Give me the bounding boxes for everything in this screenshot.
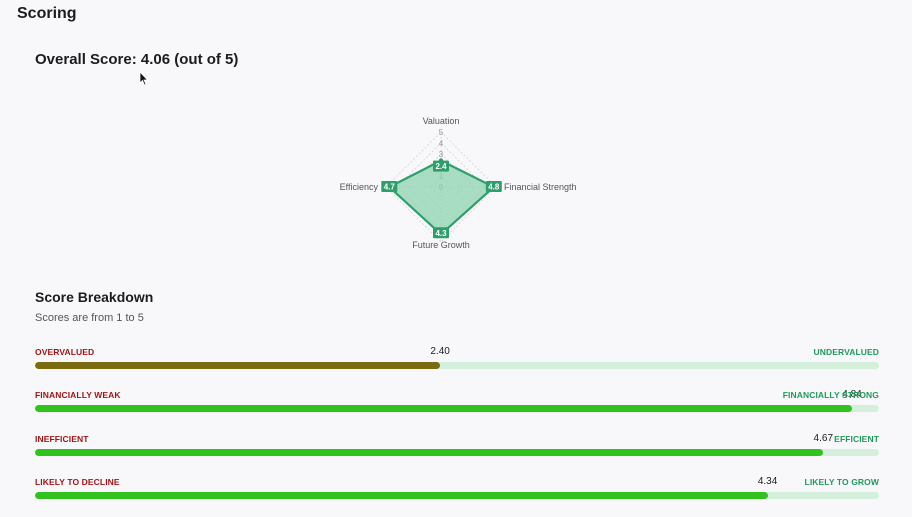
mouse-cursor-icon — [139, 71, 149, 86]
radar-value-badge-bg — [433, 160, 449, 172]
radar-tick-label: 3 — [439, 150, 444, 159]
score-row-value: 4.67 — [813, 433, 834, 444]
score-row-right-label: UNDERVALUED — [813, 347, 879, 357]
score-row-right-label: LIKELY TO GROW — [804, 477, 879, 487]
score-bar-fill — [35, 362, 441, 369]
score-row-value: 2.40 — [430, 346, 450, 357]
radar-score-polygon — [387, 159, 496, 236]
radar-tick-label: 4 — [439, 139, 444, 148]
radar-value-badge: 2.4 — [433, 160, 449, 172]
radar-value-label: 4.8 — [488, 183, 500, 192]
radar-axis-label: Efficiency — [340, 182, 379, 192]
score-row-value: 4.34 — [757, 476, 778, 487]
page-title: Scoring — [17, 5, 77, 22]
score-row-left-label: OVERVALUED — [35, 347, 95, 357]
radar-value-badge-bg — [433, 227, 449, 239]
score-row-efficiency: INEFFICIENT 4.67 EFFICIENT — [35, 433, 879, 474]
radar-axis-label: Valuation — [423, 116, 460, 126]
score-row-value: 4.84 — [842, 389, 862, 400]
radar-value-badge: 4.7 — [381, 181, 398, 192]
score-bar-fill — [35, 449, 824, 456]
radar-value-label: 4.7 — [384, 183, 396, 192]
score-bar-track — [35, 405, 879, 412]
score-row-right-label: EFFICIENT — [834, 434, 879, 444]
score-bar-fill — [35, 405, 852, 412]
score-row-financial-strength: FINANCIALLY WEAK 4.84 FINANCIALLY STRONG — [35, 389, 879, 430]
radar-value-label: 2.4 — [435, 162, 447, 171]
score-row-left-label: INEFFICIENT — [35, 434, 89, 444]
score-row-left-label: LIKELY TO DECLINE — [35, 477, 120, 487]
breakdown-subtitle: Scores are from 1 to 5 — [35, 312, 144, 324]
overall-score: Overall Score: 4.06 (out of 5) — [35, 51, 239, 68]
score-bar-track — [35, 492, 879, 499]
score-row-left-label: FINANCIALLY WEAK — [35, 390, 121, 400]
radar-tick-label: 5 — [439, 128, 444, 137]
score-row-future-growth: LIKELY TO DECLINE 4.34 LIKELY TO GROW — [35, 476, 879, 517]
radar-axis-label: Future Growth — [412, 240, 470, 250]
score-bar-track — [35, 449, 879, 456]
breakdown-title: Score Breakdown — [35, 289, 154, 305]
radar-axis-label: Financial Strength — [504, 182, 577, 192]
radar-value-badge-bg — [485, 181, 502, 192]
radar-value-badge-bg — [381, 181, 398, 192]
score-bar-fill — [35, 492, 768, 499]
score-row-valuation: OVERVALUED 2.40 UNDERVALUED — [35, 346, 879, 387]
score-row-right-label: FINANCIALLY STRONG — [782, 390, 879, 400]
radar-value-badge: 4.3 — [433, 227, 449, 239]
radar-value-badge: 4.8 — [485, 181, 502, 192]
radar-value-label: 4.3 — [435, 229, 447, 238]
radar-axis-labels: Valuation Financial Strength Future Growth… — [340, 116, 577, 250]
radar-value-badges: 2.4 4.8 4.3 4.7 — [381, 160, 502, 239]
score-bar-track — [35, 362, 879, 369]
